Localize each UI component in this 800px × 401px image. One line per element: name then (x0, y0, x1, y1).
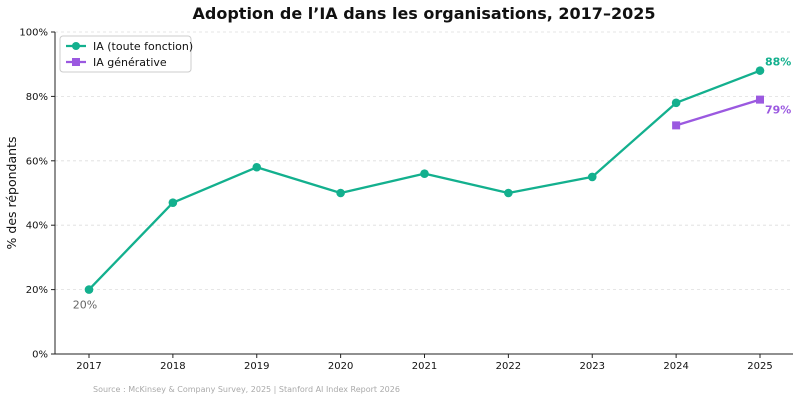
data-point-circle (252, 162, 262, 172)
y-tick-label: 40% (26, 221, 48, 232)
source-note: Source : McKinsey & Company Survey, 2025… (93, 385, 400, 394)
y-tick-label: 0% (32, 350, 48, 361)
legend-marker-square (72, 58, 80, 66)
legend: IA (toute fonction) IA générative (59, 35, 193, 73)
x-tick-label: 2020 (328, 361, 353, 372)
x-tick-label: 2021 (412, 361, 437, 372)
y-tick-label: 20% (26, 285, 48, 296)
data-point-square (672, 121, 681, 130)
legend-box (59, 35, 192, 73)
data-point-circle (504, 188, 513, 198)
grid-lines (55, 31, 793, 291)
series-1 (672, 95, 764, 130)
data-point-circle (755, 66, 765, 75)
legend-marker-circle (72, 42, 80, 50)
data-point-square (756, 95, 764, 104)
data-point-circle (168, 198, 178, 207)
x-ticks: 2017 2018 2019 2020 2021 2022 2023 2024 2025 (76, 354, 773, 372)
data-label: 79% (765, 104, 791, 117)
data-point-circle (671, 98, 681, 108)
y-tick-label: 100% (19, 28, 48, 39)
y-tick-label: 80% (26, 92, 48, 103)
data-point-circle (420, 169, 429, 178)
y-axis-label: % des répondants (4, 137, 19, 250)
data-point-circle (587, 172, 597, 182)
x-tick-label: 2022 (496, 361, 521, 372)
x-tick-label: 2017 (76, 361, 101, 372)
legend-label-ia: IA (toute fonction) (93, 40, 193, 53)
x-tick-label: 2023 (580, 361, 605, 372)
axes (54, 32, 793, 355)
series-line (88, 69, 761, 291)
series-line (675, 98, 761, 127)
series-layer (84, 66, 765, 294)
series-0 (84, 66, 765, 294)
data-label: 20% (73, 299, 97, 312)
data-label: 88% (765, 56, 791, 69)
y-ticks: 0% 20% 40% 60% 80% 100% (19, 28, 55, 361)
data-point-circle (84, 285, 94, 294)
y-tick-label: 60% (26, 156, 48, 167)
data-point-circle (336, 188, 345, 198)
annotations: 20% 88% 79% (73, 56, 792, 312)
chart-title: Adoption de l’IA dans les organisations,… (193, 4, 656, 23)
x-tick-label: 2018 (160, 361, 185, 372)
legend-label-genai: IA générative (93, 56, 167, 69)
x-tick-label: 2025 (747, 361, 772, 372)
x-tick-label: 2024 (663, 361, 688, 372)
x-tick-label: 2019 (244, 361, 269, 372)
